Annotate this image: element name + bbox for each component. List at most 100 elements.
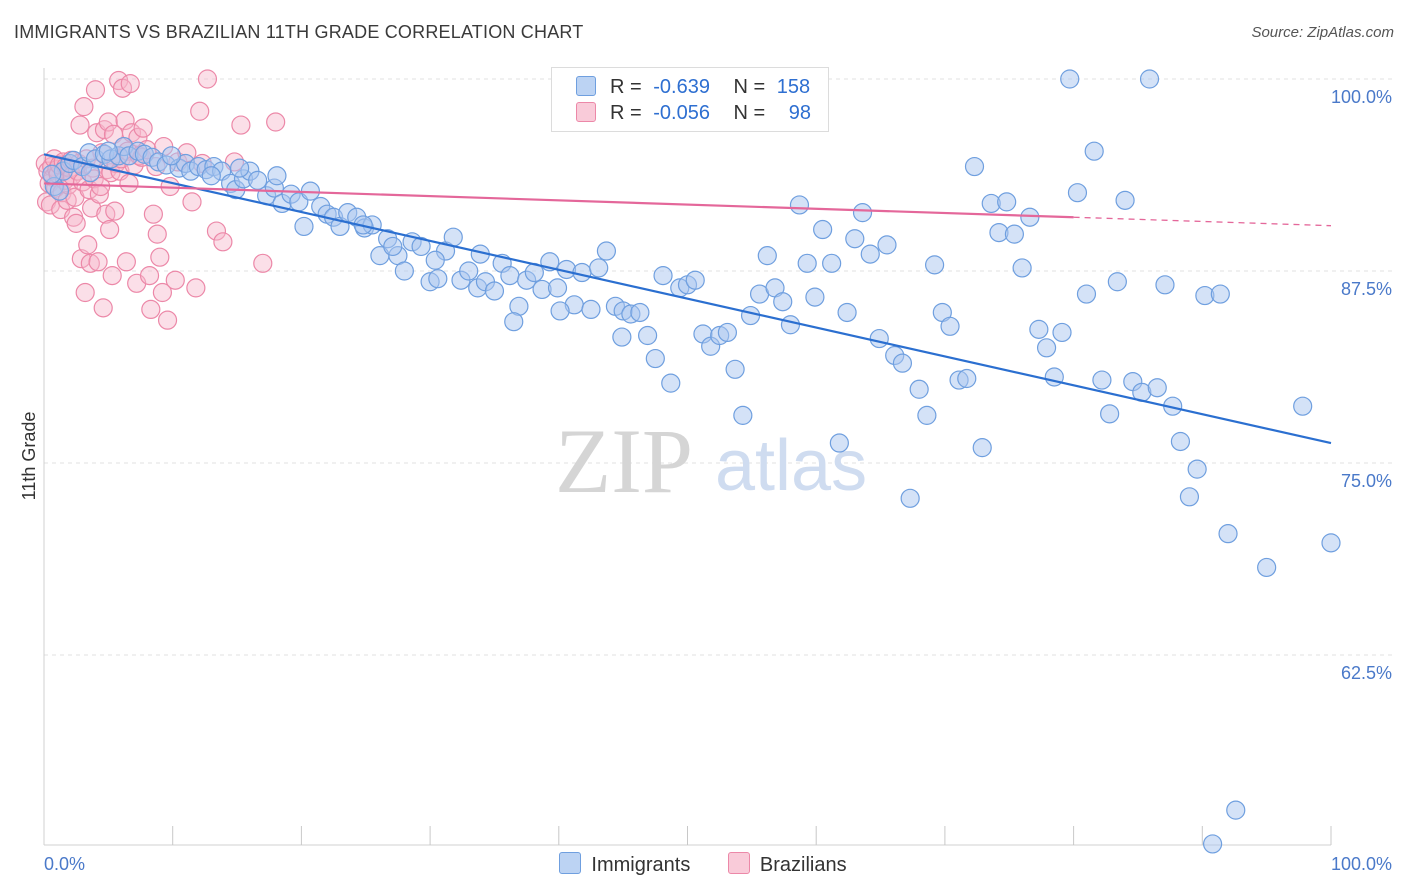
immigrants-points [42, 69, 1341, 854]
immigrants-point [1257, 557, 1277, 578]
immigrants-point [1218, 524, 1238, 544]
brazilians-point [147, 224, 167, 244]
brazilians-point [105, 201, 125, 221]
brazilians-point [98, 112, 118, 132]
immigrants-point [1060, 69, 1080, 89]
immigrants-point [630, 302, 650, 323]
watermark-zip: ZIP [555, 410, 693, 512]
brazilians-point [141, 299, 161, 319]
immigrants-point [1147, 378, 1167, 398]
brazilians-point [93, 298, 113, 318]
immigrants-point [1170, 431, 1191, 452]
immigrants-point [394, 261, 414, 281]
x-tick-labels: 0.0% 100.0% [44, 854, 1392, 874]
brazilians-point [213, 232, 233, 252]
brazilians-point [75, 282, 95, 303]
r-label: R = [610, 76, 642, 98]
legend-row-immigrants: R = -0.639 N = 158 [576, 76, 810, 100]
immigrants-point [98, 141, 118, 161]
immigrants-point [550, 301, 570, 321]
brazilians-point [74, 97, 94, 117]
brazilians-point [85, 80, 106, 100]
brazilians-point [115, 110, 135, 131]
legend-row-brazilians: R = -0.056 N = 98 [576, 102, 811, 126]
immigrants-point [1029, 319, 1049, 339]
immigrants-point [733, 405, 753, 425]
brazilians-point [266, 112, 286, 132]
immigrants-point [822, 253, 842, 273]
immigrants-point [909, 379, 929, 399]
immigrants-point [230, 158, 250, 178]
x-tick-label-max: 100.0% [1331, 854, 1392, 874]
brazilians-point [152, 282, 173, 303]
immigrants-point [797, 253, 817, 273]
immigrants-point [1115, 190, 1135, 210]
immigrants-point [780, 315, 801, 335]
immigrants-point [757, 246, 777, 266]
immigrants-point [267, 166, 287, 186]
y-tick-label: 62.5% [1341, 663, 1392, 683]
immigrants-point [685, 270, 705, 290]
immigrants-point [900, 488, 920, 508]
immigrants-point [1187, 459, 1207, 479]
brazilians-r-value: -0.056 [653, 102, 710, 124]
immigrants-point [1004, 224, 1024, 244]
brazilians-point [197, 69, 218, 89]
brazilians-point [253, 253, 273, 273]
immigrants-point [829, 433, 849, 453]
brazilians-point [66, 213, 86, 233]
immigrants-point [294, 216, 314, 237]
immigrants-point [1036, 338, 1057, 358]
immigrants-point [740, 305, 761, 326]
immigrants-point [805, 287, 825, 307]
immigrants-point [653, 266, 673, 286]
immigrants-point [725, 359, 745, 379]
source-credit: Source: ZipAtlas.com [1251, 24, 1394, 41]
immigrants-point [504, 312, 524, 332]
immigrants-point [638, 325, 658, 346]
immigrants-point [852, 203, 873, 223]
immigrants-point [1202, 834, 1223, 854]
immigrants-point [869, 328, 889, 349]
immigrants-point [1293, 396, 1313, 416]
chart-title: IMMIGRANTS VS BRAZILIAN 11TH GRADE CORRE… [14, 22, 584, 42]
immigrants-legend-label: Immigrants [591, 854, 691, 876]
immigrants-point [1052, 322, 1072, 343]
immigrants-point [589, 258, 609, 278]
immigrants-legend-swatch [559, 852, 582, 874]
brazilians-trend-line [43, 182, 1074, 219]
immigrants-trend-line [43, 153, 1332, 445]
legend-item-immigrants: Immigrants [559, 852, 690, 877]
immigrants-point [547, 278, 568, 298]
brazilians-legend-label: Brazilians [759, 854, 847, 876]
immigrants-point [500, 266, 520, 286]
immigrants-point [845, 229, 865, 249]
immigrants-point [42, 164, 62, 184]
immigrants-point [877, 235, 897, 255]
brazilians-point [88, 252, 108, 272]
immigrants-point [425, 250, 445, 270]
immigrants-point [645, 348, 665, 369]
y-tick-labels: 100.0% 87.5% 75.0% 62.5% [1331, 87, 1392, 683]
brazilians-trend-extension [1073, 216, 1332, 227]
immigrants-point [612, 327, 632, 347]
legend-item-brazilians: Brazilians [727, 852, 847, 877]
immigrants-point [161, 146, 182, 166]
brazilians-legend-swatch [727, 852, 750, 874]
immigrants-point [661, 373, 681, 393]
immigrants-point [892, 353, 913, 373]
immigrants-point [1100, 404, 1120, 424]
series-legend: Immigrants Brazilians [0, 852, 1406, 877]
brazilians-point [80, 253, 100, 273]
immigrants-point [957, 368, 977, 389]
brazilians-point [139, 266, 160, 286]
immigrants-point [1092, 370, 1112, 390]
immigrants-point [1155, 275, 1175, 295]
y-tick-label: 100.0% [1331, 87, 1392, 107]
immigrants-point [1321, 533, 1341, 553]
brazilians-point [143, 204, 163, 224]
immigrants-point [860, 244, 880, 264]
brazilians-point [206, 221, 227, 241]
immigrants-point [484, 281, 505, 301]
